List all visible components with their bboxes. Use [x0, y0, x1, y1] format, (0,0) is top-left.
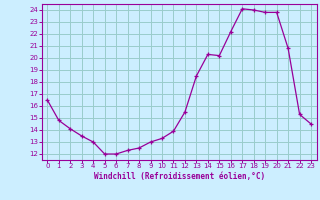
X-axis label: Windchill (Refroidissement éolien,°C): Windchill (Refroidissement éolien,°C)	[94, 172, 265, 181]
